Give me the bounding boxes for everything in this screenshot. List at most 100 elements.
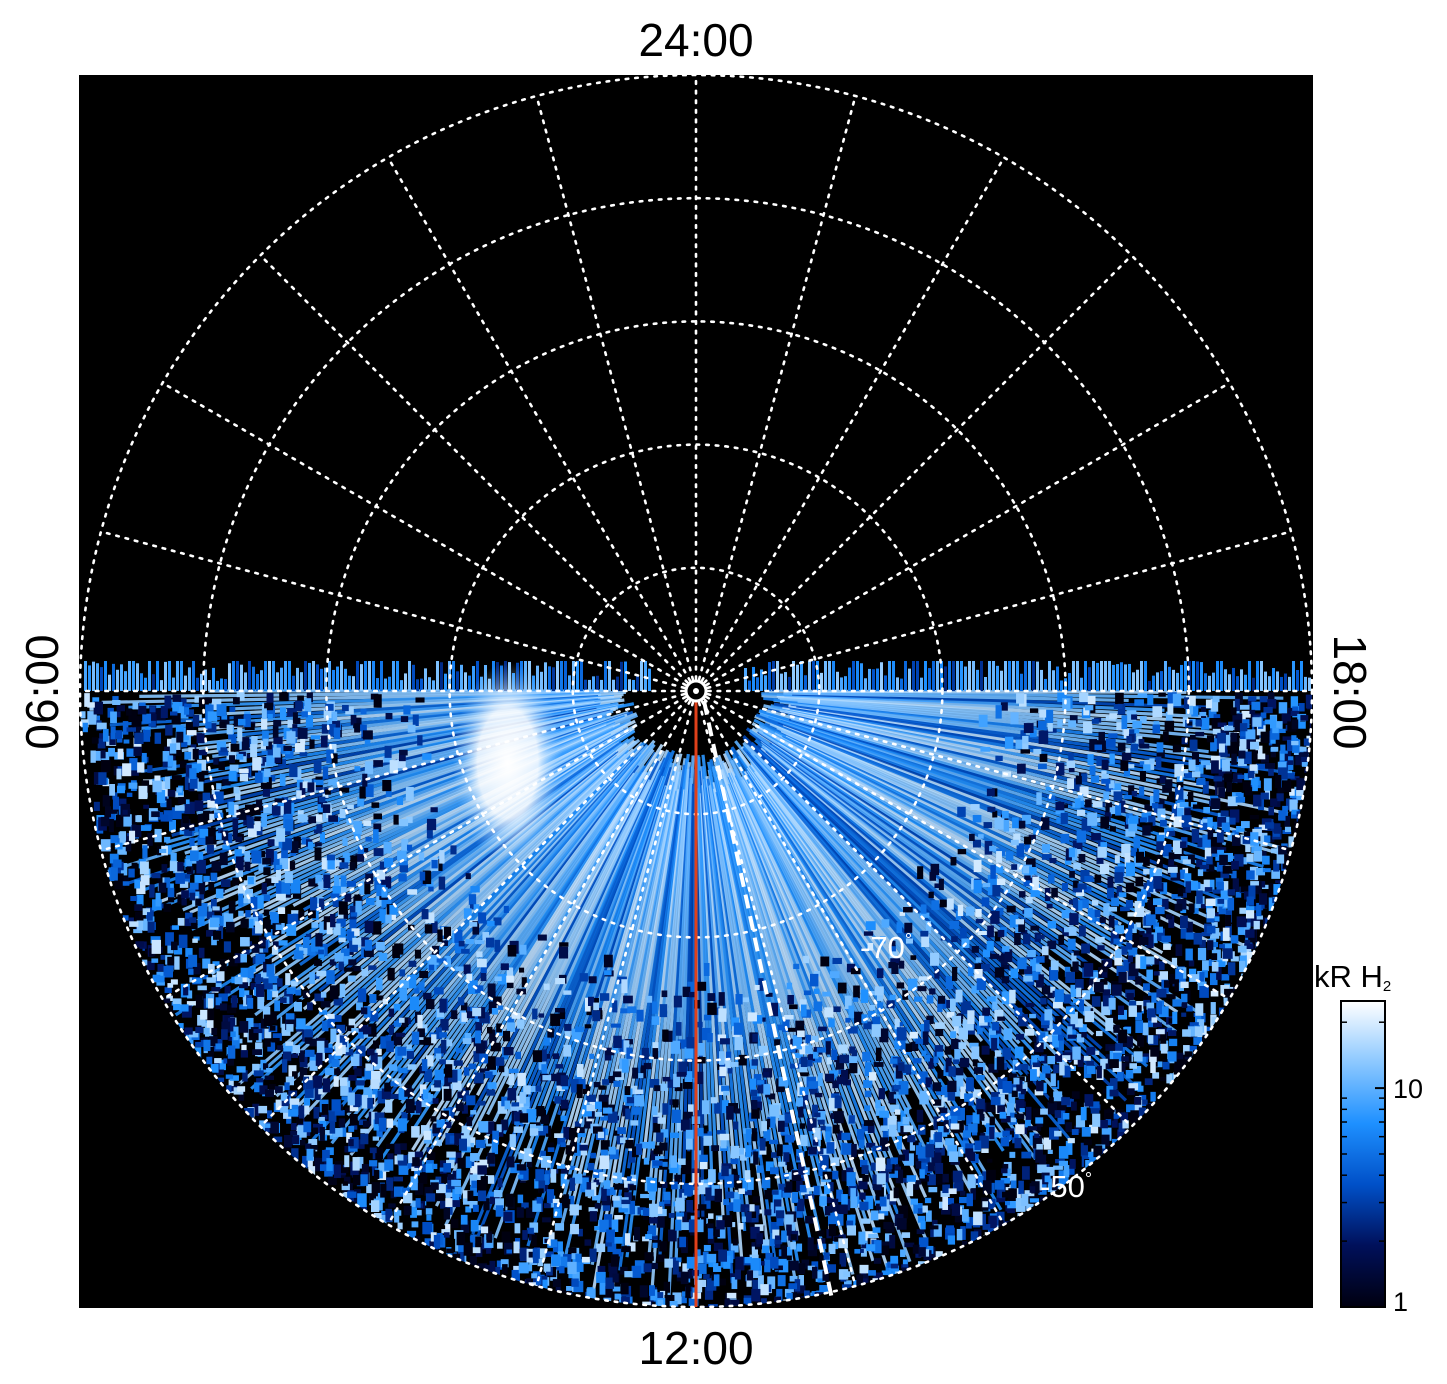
emission-pixel [307, 841, 314, 850]
emission-pixel [455, 1047, 463, 1053]
emission-fringe [920, 677, 923, 691]
emission-pixel [766, 1023, 773, 1038]
emission-fringe [632, 679, 635, 691]
emission-pixel [374, 1056, 383, 1070]
emission-pixel [87, 702, 95, 708]
emission-pixel [1053, 1091, 1063, 1102]
emission-pixel [959, 1058, 970, 1068]
emission-pixel [771, 1152, 779, 1158]
emission-pixel [266, 1110, 273, 1119]
emission-pixel [1036, 974, 1044, 988]
emission-pixel [1305, 694, 1312, 709]
emission-pixel [589, 1211, 598, 1222]
emission-pixel [669, 1132, 679, 1139]
emission-pixel [295, 1018, 306, 1030]
emission-pixel [498, 1005, 504, 1010]
emission-pixel [1221, 822, 1230, 833]
emission-fringe [1016, 661, 1019, 691]
emission-pixel [444, 1184, 452, 1196]
emission-pixel [320, 1001, 331, 1008]
emission-pixel [312, 974, 320, 979]
emission-pixel [440, 1200, 447, 1209]
emission-fringe [1240, 669, 1243, 691]
emission-pixel [1055, 1015, 1063, 1025]
emission-pixel [1153, 869, 1163, 877]
emission-pixel [659, 1004, 668, 1018]
emission-pixel [920, 1220, 926, 1230]
emission-pixel [232, 818, 239, 829]
emission-pixel [1290, 776, 1300, 781]
emission-fringe [904, 661, 907, 691]
emission-pixel [1205, 699, 1212, 709]
emission-pixel [240, 1050, 249, 1058]
emission-pixel [470, 1038, 477, 1043]
emission-pixel [860, 1248, 867, 1257]
emission-pixel [261, 750, 268, 755]
emission-pixel [411, 1166, 419, 1172]
emission-pixel [168, 1005, 176, 1013]
emission-pixel [1213, 776, 1223, 782]
emission-pixel [179, 760, 187, 768]
emission-pixel [1057, 1110, 1065, 1125]
emission-pixel [984, 841, 993, 855]
emission-fringe [1012, 661, 1015, 691]
emission-fringe [844, 676, 847, 691]
emission-pixel [1046, 1034, 1055, 1042]
emission-pixel [1246, 853, 1254, 862]
emission-pixel [919, 912, 930, 918]
emission-pixel [1212, 889, 1223, 894]
emission-fringe [272, 661, 275, 691]
emission-pixel [899, 911, 906, 916]
emission-pixel [707, 1235, 715, 1244]
emission-pixel [819, 1255, 825, 1263]
emission-pixel [518, 1152, 526, 1160]
emission-pixel [824, 1184, 831, 1195]
emission-pixel [1117, 703, 1126, 715]
emission-pixel [844, 995, 852, 1010]
emission-pixel [631, 1265, 642, 1278]
emission-pixel [358, 1119, 367, 1126]
emission-pixel [262, 1006, 271, 1020]
emission-pixel [93, 715, 101, 721]
emission-pixel [613, 1047, 619, 1054]
emission-pixel [972, 839, 981, 848]
emission-pixel [1249, 944, 1259, 950]
emission-pixel [592, 1126, 603, 1134]
emission-pixel [1272, 727, 1280, 734]
emission-pixel [929, 1137, 935, 1145]
emission-pixel [188, 954, 198, 967]
emission-pixel [373, 1040, 380, 1049]
emission-pixel [537, 1248, 546, 1259]
emission-fringe [756, 677, 759, 691]
emission-pixel [290, 841, 299, 854]
emission-pixel [949, 998, 956, 1012]
emission-pixel [443, 1121, 452, 1128]
emission-pixel [1040, 1108, 1048, 1115]
emission-pixel [1196, 778, 1206, 785]
emission-streak [402, 771, 649, 1175]
emission-pixel [925, 1210, 932, 1222]
emission-pixel [841, 1170, 851, 1182]
emission-pixel [1083, 721, 1093, 734]
emission-pixel [190, 919, 198, 930]
emission-pixel [529, 1222, 539, 1233]
emission-fringe [780, 673, 783, 691]
emission-pixel [311, 922, 319, 928]
emission-pixel [419, 871, 426, 881]
emission-pixel [1066, 1168, 1075, 1175]
emission-pixel [1146, 880, 1154, 893]
emission-pixel [172, 925, 179, 930]
emission-pixel [1149, 758, 1155, 764]
emission-pixel [486, 1233, 493, 1240]
emission-fringe [1236, 676, 1239, 691]
emission-fringe [468, 675, 471, 691]
emission-pixel [220, 747, 228, 753]
emission-pixel [876, 968, 884, 979]
emission-pixel [980, 746, 991, 752]
emission-pixel [926, 1015, 934, 1024]
emission-pixel [1267, 692, 1275, 706]
emission-pixel [858, 1135, 865, 1149]
emission-pixel [538, 1013, 545, 1018]
emission-pixel [870, 1210, 879, 1221]
emission-pixel [1252, 750, 1259, 761]
